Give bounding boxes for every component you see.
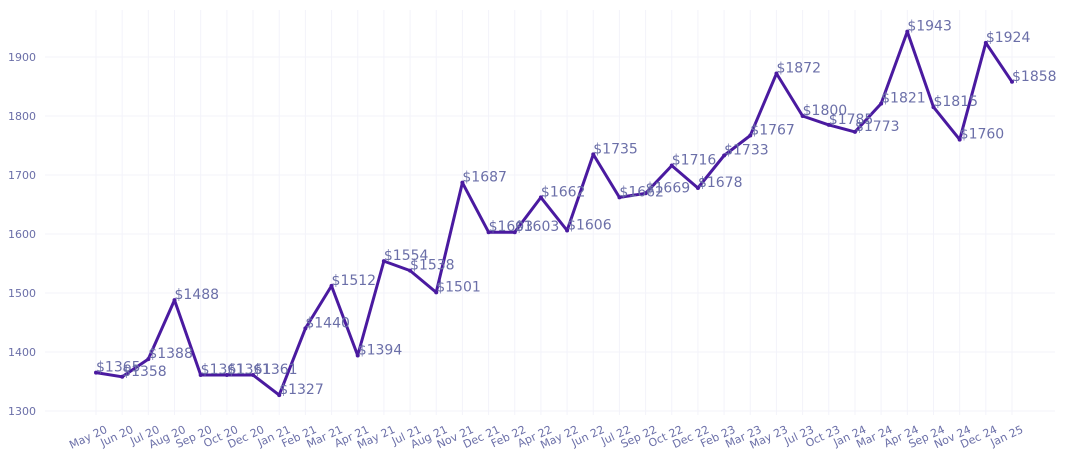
y-tick-label: 1500 (8, 287, 36, 300)
data-point (303, 326, 308, 331)
data-point (381, 259, 386, 264)
data-label: $1606 (567, 217, 612, 233)
data-label: $1361 (201, 362, 246, 378)
data-label: $1394 (358, 343, 403, 359)
data-point (94, 370, 98, 375)
y-tick-label: 1800 (8, 110, 36, 123)
data-point (565, 228, 570, 233)
y-tick-label: 1300 (8, 405, 36, 418)
data-point (957, 137, 962, 142)
data-point (329, 283, 334, 288)
data-point (774, 71, 779, 76)
data-point (172, 298, 177, 303)
data-label: $1501 (436, 279, 481, 295)
data-point (826, 122, 831, 127)
data-point (538, 195, 543, 200)
data-label: $1538 (410, 258, 455, 274)
data-label: $1858 (1012, 69, 1057, 85)
y-tick-label: 1600 (8, 228, 36, 241)
data-label: $1388 (148, 346, 193, 362)
data-point (879, 101, 884, 106)
data-point (434, 290, 439, 295)
data-label: $1669 (646, 180, 691, 196)
data-label: $1815 (933, 94, 978, 110)
data-label: $1603 (515, 219, 560, 235)
data-point (1010, 79, 1014, 84)
data-label: $1662 (619, 184, 664, 200)
y-tick-label: 1400 (8, 346, 36, 359)
data-label: $1800 (803, 103, 848, 119)
data-label: $1678 (698, 175, 743, 191)
data-point (512, 230, 517, 235)
data-point (355, 353, 360, 358)
data-point (198, 373, 203, 378)
data-label: $1512 (332, 273, 377, 289)
y-tick-label: 1700 (8, 169, 36, 182)
data-point (408, 268, 413, 273)
data-point (722, 153, 727, 158)
data-point (277, 393, 282, 398)
data-point (643, 191, 648, 196)
data-point (617, 195, 622, 200)
data-label: $1733 (724, 143, 769, 159)
data-label: $1603 (489, 219, 534, 235)
data-point (669, 163, 674, 168)
data-label: $1358 (122, 364, 167, 380)
data-label: $1924 (986, 30, 1031, 46)
data-label: $1872 (776, 61, 821, 77)
data-label: $1440 (305, 315, 350, 331)
data-point (146, 357, 151, 362)
data-point (120, 374, 125, 379)
data-point (591, 152, 596, 157)
data-point (931, 105, 936, 110)
data-label: $1785 (829, 112, 874, 128)
data-point (224, 373, 229, 378)
data-label: $1327 (279, 382, 324, 398)
grid-lines (45, 10, 1055, 415)
data-label: $1767 (750, 122, 795, 138)
data-label: $1554 (384, 248, 429, 264)
data-labels: $1365$1358$1388$1488$1361$1361$1361$1327… (96, 19, 1057, 398)
data-label: $1687 (462, 170, 507, 186)
data-point (460, 180, 465, 185)
data-label: $1365 (96, 360, 141, 376)
y-tick-label: 1900 (8, 51, 36, 64)
data-label: $1488 (175, 287, 220, 303)
data-point (695, 185, 700, 190)
data-point (748, 133, 753, 138)
data-label: $1361 (253, 362, 298, 378)
data-label: $1361 (227, 362, 272, 378)
data-label: $1821 (881, 91, 926, 107)
data-point (800, 114, 805, 118)
data-label: $1716 (672, 153, 717, 169)
data-point (251, 373, 256, 378)
data-label: $1943 (907, 19, 952, 35)
series-line (94, 30, 1014, 397)
data-point (905, 29, 910, 34)
y-axis-ticks: 1300 1400 1500 1600 1700 1800 1900 (8, 51, 36, 418)
data-label: $1773 (855, 119, 900, 135)
data-label: $1735 (593, 141, 638, 157)
data-point (983, 40, 988, 45)
series-lines (94, 29, 1014, 398)
data-label: $1662 (541, 184, 586, 200)
data-label: $1760 (960, 127, 1005, 143)
data-point (852, 129, 857, 134)
data-point (486, 230, 491, 235)
